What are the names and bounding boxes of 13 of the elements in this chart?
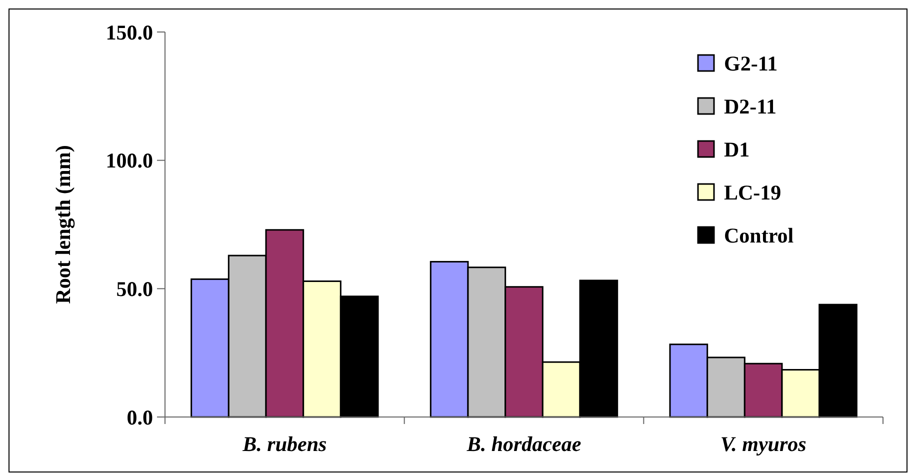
legend-label: LC-19 xyxy=(724,180,782,204)
y-axis-title: Root length (mm) xyxy=(51,145,75,304)
y-tick-label: 0.0 xyxy=(126,405,153,430)
y-tick-label: 150.0 xyxy=(106,20,153,44)
legend-label: D2-11 xyxy=(724,94,776,118)
legend-label: Control xyxy=(724,223,794,248)
legend-label: D1 xyxy=(724,137,750,162)
x-tick-label: B. rubens xyxy=(242,432,327,456)
legend-label: G2-11 xyxy=(724,51,778,76)
x-tick-label: V. myuros xyxy=(720,432,806,456)
y-tick-label: 50.0 xyxy=(116,277,153,302)
x-tick-label: B. hordaceae xyxy=(466,432,582,456)
y-tick-label: 100.0 xyxy=(106,148,153,173)
